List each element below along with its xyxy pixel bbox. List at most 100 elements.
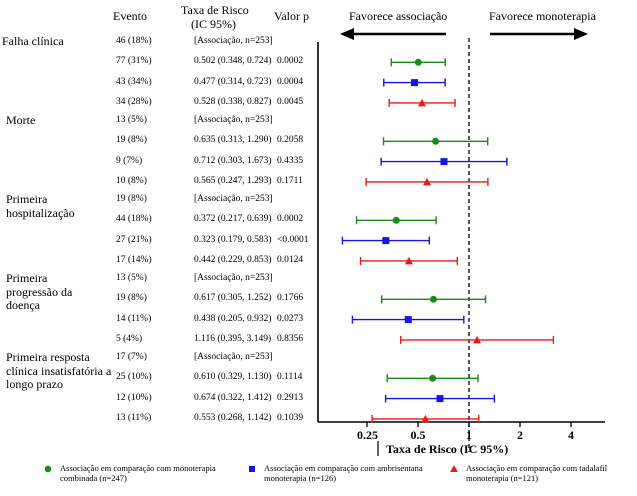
header-evento: Evento xyxy=(113,9,147,23)
p-value: 0.0004 xyxy=(277,76,304,87)
hazard-ratio-ci: 0.565 (0.247, 1.293) xyxy=(194,175,272,186)
reference-group-label: [Associação, n=253] xyxy=(194,273,273,283)
favors-combination-arrowhead xyxy=(340,28,354,40)
legend-marker-square xyxy=(249,466,255,472)
p-value: <0.0001 xyxy=(277,234,309,245)
hazard-ratio-ci: 0.323 (0.179, 0.583) xyxy=(194,234,272,245)
reference-event-count: 19 (8%) xyxy=(116,194,147,204)
favors-monotherapy-label: Favorece monoterapia xyxy=(489,9,596,23)
group-label: Primeira resposta xyxy=(6,350,90,364)
group-label: longo prazo xyxy=(6,377,63,391)
event-count: 12 (10%) xyxy=(116,392,152,403)
p-value: 0.1114 xyxy=(277,372,303,383)
hazard-ratio-ci: 0.635 (0.313, 1.290) xyxy=(194,135,272,146)
point-marker-triangle xyxy=(418,98,427,107)
group-label: hospitalização xyxy=(6,205,75,220)
reference-group-label: [Associação, n=253] xyxy=(194,115,273,125)
reference-group-label: [Associação, n=253] xyxy=(194,352,273,362)
point-marker-circle xyxy=(432,137,440,145)
point-marker-circle xyxy=(392,216,400,224)
hazard-ratio-ci: 0.712 (0.303, 1.673) xyxy=(194,155,272,166)
point-marker-triangle xyxy=(473,335,482,344)
hazard-ratio-ci: 0.553 (0.268, 1.142) xyxy=(194,412,272,423)
group-label: clínica insatisfatória a xyxy=(6,363,112,378)
hazard-ratio-ci: 0.477 (0.314, 0.723) xyxy=(194,76,272,87)
hazard-ratio-ci: 0.528 (0.338, 0.827) xyxy=(194,96,272,107)
p-value: 0.1766 xyxy=(277,293,304,304)
header-hazard-ratio: Taxa de Risco xyxy=(181,3,249,17)
reference-event-count: 13 (5%) xyxy=(116,115,147,125)
favors-combination-label: Favorece associação xyxy=(349,9,448,23)
x-tick-label: 1 xyxy=(466,428,472,442)
event-count: 13 (11%) xyxy=(116,412,152,423)
p-value: 0.1711 xyxy=(277,175,303,186)
event-count: 19 (8%) xyxy=(116,293,147,304)
point-marker-triangle xyxy=(404,256,413,265)
p-value: 0.4335 xyxy=(277,155,304,166)
event-count: 44 (18%) xyxy=(116,214,152,225)
x-tick-label: 0.25 xyxy=(357,428,378,442)
header-ci: (IC 95%) xyxy=(191,17,236,31)
reference-group-label: [Associação, n=253] xyxy=(194,36,273,46)
hazard-ratio-ci: 1.116 (0.395, 3.149) xyxy=(194,333,272,344)
event-count: 27 (21%) xyxy=(116,234,152,245)
hazard-ratio-ci: 0.617 (0.305, 1.252) xyxy=(194,293,272,304)
group-label: Morte xyxy=(6,113,36,127)
point-marker-circle xyxy=(429,374,437,382)
hazard-ratio-ci: 0.502 (0.348, 0.724) xyxy=(194,56,272,67)
group-label: progressão da xyxy=(6,284,73,299)
point-marker-circle xyxy=(429,295,437,303)
event-count: 34 (28%) xyxy=(116,96,152,107)
p-value: 0.2913 xyxy=(277,392,304,403)
event-count: 43 (34%) xyxy=(116,76,152,87)
reference-event-count: 17 (7%) xyxy=(116,352,147,362)
group-label: Falha clínica xyxy=(2,34,64,48)
reference-group-label: [Associação, n=253] xyxy=(194,194,273,204)
event-count: 19 (8%) xyxy=(116,135,147,146)
x-tick-label: 0.5 xyxy=(410,428,426,442)
hazard-ratio-ci: 0.674 (0.322, 1.412) xyxy=(194,392,272,403)
p-value: 0.0124 xyxy=(277,254,304,265)
group-label: Primeira xyxy=(6,271,48,285)
p-value: 0.1039 xyxy=(277,412,304,423)
point-marker-square xyxy=(411,79,419,87)
event-count: 14 (11%) xyxy=(116,313,152,324)
legend-text: Associação em comparação com monoterapia… xyxy=(60,463,216,483)
point-marker-triangle xyxy=(421,414,430,423)
event-count: 77 (31%) xyxy=(116,56,152,67)
group-label: doença xyxy=(6,298,40,312)
x-tick-label: 4 xyxy=(568,428,574,442)
p-value: 0.0002 xyxy=(277,214,304,225)
point-marker-square xyxy=(436,395,444,403)
hazard-ratio-ci: 0.438 (0.205, 0.932) xyxy=(194,313,272,324)
point-marker-square xyxy=(440,158,448,166)
legend-marker-triangle xyxy=(450,465,458,472)
p-value: 0.0273 xyxy=(277,313,304,324)
legend-text: Associação em comparação com tadalafil m… xyxy=(466,463,608,483)
event-count: 17 (14%) xyxy=(116,254,152,265)
event-count: 10 (8%) xyxy=(116,175,147,186)
p-value: 0.0045 xyxy=(277,96,304,107)
hazard-ratio-ci: 0.442 (0.229, 0.853) xyxy=(194,254,272,265)
legend-marker-circle xyxy=(44,465,52,473)
event-count: 5 (4%) xyxy=(116,333,143,344)
legend-text: Associação em comparação com ambrisentan… xyxy=(264,463,423,483)
reference-event-count: 13 (5%) xyxy=(116,273,147,283)
point-marker-square xyxy=(382,237,390,245)
point-marker-circle xyxy=(414,58,422,66)
p-value: 0.2058 xyxy=(277,135,304,146)
point-marker-square xyxy=(404,316,412,324)
header-p-value: Valor p xyxy=(274,9,309,23)
point-marker-triangle xyxy=(422,177,431,186)
group-label: Primeira xyxy=(6,192,48,206)
x-axis-label: Taxa de Risco (IC 95%) xyxy=(386,442,509,456)
reference-event-count: 46 (18%) xyxy=(116,36,152,46)
event-count: 25 (10%) xyxy=(116,372,152,383)
p-value: 0.8356 xyxy=(277,333,304,344)
event-count: 9 (7%) xyxy=(116,155,143,166)
hazard-ratio-ci: 0.372 (0.217, 0.639) xyxy=(194,214,272,225)
x-tick-label: 2 xyxy=(517,428,523,442)
hazard-ratio-ci: 0.610 (0.329, 1.130) xyxy=(194,372,272,383)
